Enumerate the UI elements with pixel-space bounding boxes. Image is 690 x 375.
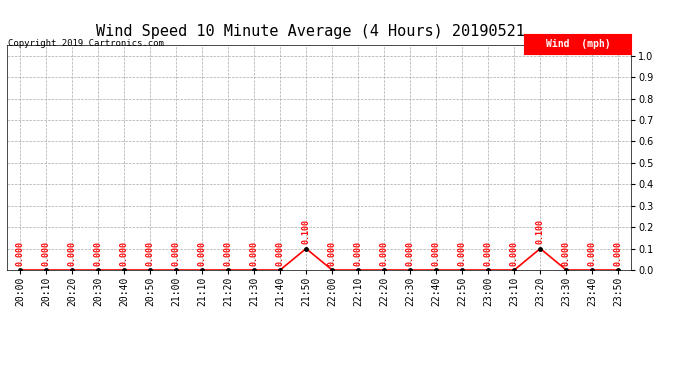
Text: 0.100: 0.100 [302,219,310,245]
Text: 0.000: 0.000 [275,241,284,266]
Text: Wind  (mph): Wind (mph) [546,39,610,49]
Text: 0.000: 0.000 [119,241,128,266]
Text: 0.000: 0.000 [15,241,24,266]
Text: 0.000: 0.000 [457,241,466,266]
Text: 0.000: 0.000 [614,241,623,266]
Text: 0.100: 0.100 [535,219,545,245]
Text: 0.000: 0.000 [146,241,155,266]
Text: 0.000: 0.000 [197,241,206,266]
Text: 0.000: 0.000 [406,241,415,266]
Text: 0.000: 0.000 [224,241,233,266]
Text: 0.000: 0.000 [328,241,337,266]
Text: 0.000: 0.000 [250,241,259,266]
Text: 0.000: 0.000 [380,241,388,266]
Text: Copyright 2019 Cartronics.com: Copyright 2019 Cartronics.com [8,39,164,48]
Text: 0.000: 0.000 [93,241,103,266]
Text: 0.000: 0.000 [510,241,519,266]
Text: 0.000: 0.000 [588,241,597,266]
Text: 0.000: 0.000 [68,241,77,266]
Text: 0.000: 0.000 [354,241,363,266]
Text: 0.000: 0.000 [484,241,493,266]
Text: 0.000: 0.000 [562,241,571,266]
Text: 0.000: 0.000 [41,241,50,266]
Text: Wind Speed 10 Minute Average (4 Hours) 20190521: Wind Speed 10 Minute Average (4 Hours) 2… [96,24,525,39]
Text: 0.000: 0.000 [172,241,181,266]
Text: 0.000: 0.000 [432,241,441,266]
